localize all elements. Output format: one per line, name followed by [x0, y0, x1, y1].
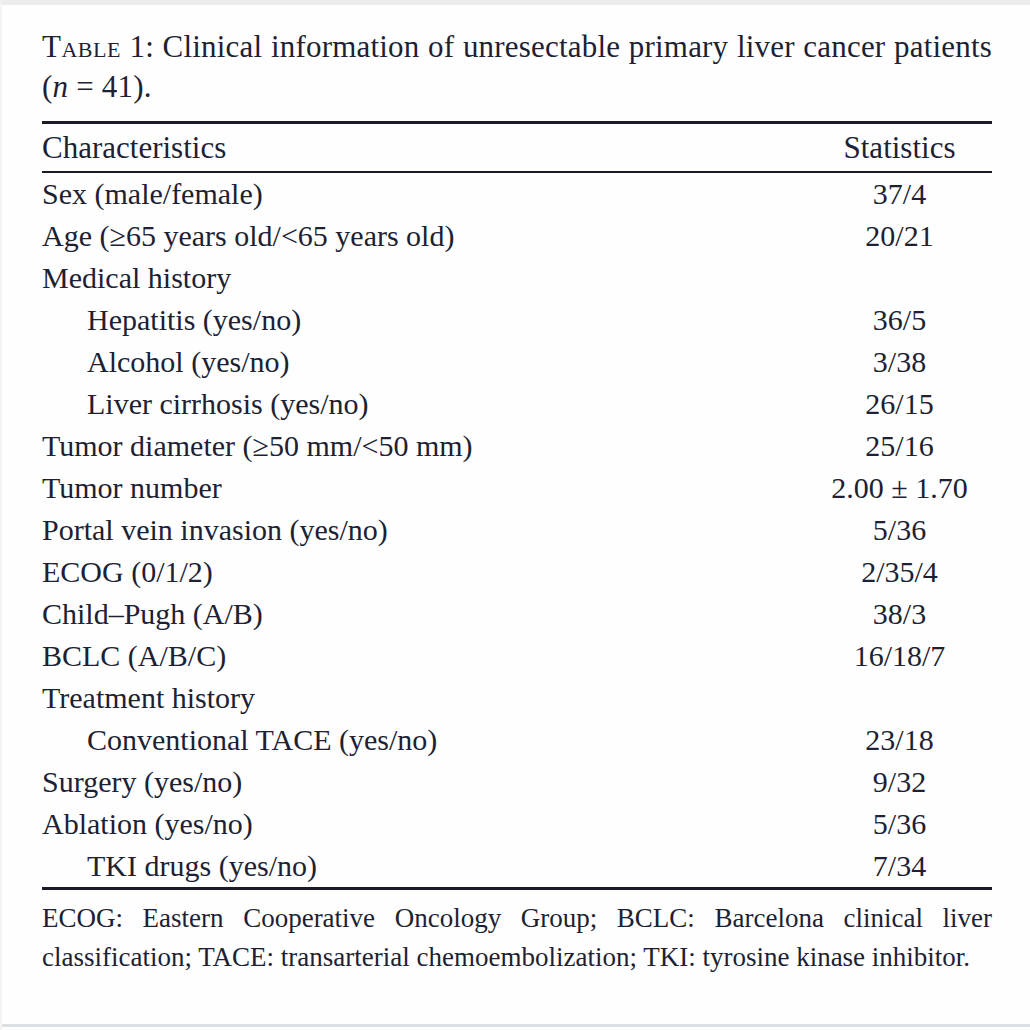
row-value: 5/36	[807, 513, 992, 547]
table-row: Sex (male/female) 37/4	[42, 173, 992, 215]
table-row: Treatment history	[42, 677, 992, 719]
table-row: TKI drugs (yes/no) 7/34	[42, 845, 992, 887]
row-label: Treatment history	[42, 681, 807, 715]
row-label: Surgery (yes/no)	[42, 765, 807, 799]
row-label: BCLC (A/B/C)	[42, 639, 807, 673]
row-label: Child–Pugh (A/B)	[42, 597, 807, 631]
table-body: Sex (male/female) 37/4 Age (≥65 years ol…	[42, 173, 992, 887]
table-row: Surgery (yes/no) 9/32	[42, 761, 992, 803]
row-value: 2.00 ± 1.70	[807, 471, 992, 505]
table-row: Conventional TACE (yes/no) 23/18	[42, 719, 992, 761]
row-label: Ablation (yes/no)	[42, 807, 807, 841]
row-label: Conventional TACE (yes/no)	[42, 723, 807, 757]
table-row: Portal vein invasion (yes/no) 5/36	[42, 509, 992, 551]
row-label: Portal vein invasion (yes/no)	[42, 513, 807, 547]
caption-table-label: Table	[42, 29, 121, 64]
table-row: Tumor number 2.00 ± 1.70	[42, 467, 992, 509]
caption-text-end: = 41).	[68, 69, 151, 104]
table-header-row: Characteristics Statistics	[42, 124, 992, 171]
table-caption: Table 1: Clinical information of unresec…	[42, 27, 992, 107]
row-label: Sex (male/female)	[42, 177, 807, 211]
table-row: Alcohol (yes/no) 3/38	[42, 341, 992, 383]
clinical-information-table: Characteristics Statistics Sex (male/fem…	[42, 121, 992, 890]
row-value: 20/21	[807, 219, 992, 253]
caption-text: 1: Clinical information of unresectable …	[42, 29, 992, 104]
row-label: Age (≥65 years old/<65 years old)	[42, 219, 807, 253]
row-value: 7/34	[807, 849, 992, 883]
table-row: Hepatitis (yes/no) 36/5	[42, 299, 992, 341]
row-label: TKI drugs (yes/no)	[42, 849, 807, 883]
table-row: Age (≥65 years old/<65 years old) 20/21	[42, 215, 992, 257]
row-value: 37/4	[807, 177, 992, 211]
row-value: 5/36	[807, 807, 992, 841]
row-value: 2/35/4	[807, 555, 992, 589]
table-row: Child–Pugh (A/B) 38/3	[42, 593, 992, 635]
page-bottom-edge-line	[2, 1024, 1030, 1027]
row-label: Hepatitis (yes/no)	[42, 303, 807, 337]
row-value: 9/32	[807, 765, 992, 799]
row-label: Liver cirrhosis (yes/no)	[42, 387, 807, 421]
row-value: 23/18	[807, 723, 992, 757]
row-label: Tumor diameter (≥50 mm/<50 mm)	[42, 429, 807, 463]
table-row: ECOG (0/1/2) 2/35/4	[42, 551, 992, 593]
table-row: Tumor diameter (≥50 mm/<50 mm) 25/16	[42, 425, 992, 467]
row-value: 25/16	[807, 429, 992, 463]
table-bottom-rule	[42, 887, 992, 890]
row-label: ECOG (0/1/2)	[42, 555, 807, 589]
header-characteristics: Characteristics	[42, 130, 807, 166]
row-value: 38/3	[807, 597, 992, 631]
caption-n-variable: n	[53, 69, 69, 104]
table-footnote: ECOG: Eastern Cooperative Oncology Group…	[42, 899, 992, 977]
row-value: 16/18/7	[807, 639, 992, 673]
table-row: BCLC (A/B/C) 16/18/7	[42, 635, 992, 677]
row-value: 36/5	[807, 303, 992, 337]
table-row: Ablation (yes/no) 5/36	[42, 803, 992, 845]
header-statistics: Statistics	[807, 130, 992, 166]
table-row: Medical history	[42, 257, 992, 299]
row-label: Alcohol (yes/no)	[42, 345, 807, 379]
table-row: Liver cirrhosis (yes/no) 26/15	[42, 383, 992, 425]
row-label: Medical history	[42, 261, 807, 295]
row-label: Tumor number	[42, 471, 807, 505]
row-value: 3/38	[807, 345, 992, 379]
paper-page: Table 1: Clinical information of unresec…	[0, 0, 1030, 1030]
row-value: 26/15	[807, 387, 992, 421]
